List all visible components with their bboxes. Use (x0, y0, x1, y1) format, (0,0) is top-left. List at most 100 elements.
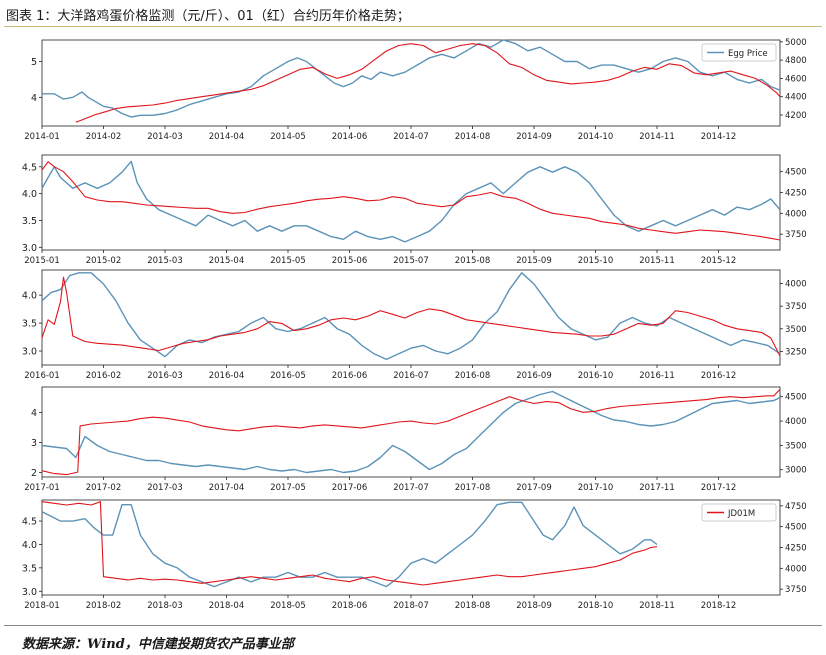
x-tick-label: 2016-01 (24, 371, 60, 381)
x-tick-label: 2016-04 (209, 371, 245, 381)
x-tick-label: 2017-10 (578, 483, 614, 493)
legend-label: Egg Price (728, 49, 768, 59)
left-y-tick-label: 4.0 (22, 291, 37, 302)
x-tick-label: 2014-03 (147, 132, 183, 142)
plot-frame (41, 154, 781, 251)
red-series-line (41, 501, 658, 586)
left-y-tick-label: 4 (31, 93, 37, 104)
left-y-tick-label: 4.0 (22, 189, 37, 200)
right-y-tick-label: 4000 (785, 417, 807, 427)
x-tick-label: 2018-11 (639, 601, 675, 608)
source-note: 数据来源：Wind，中信建投期货农产品事业部 (22, 637, 294, 652)
x-tick-label: 2017-03 (147, 483, 183, 493)
x-tick-label: 2015-02 (86, 256, 122, 266)
x-tick-label: 2016-09 (516, 371, 552, 381)
right-y-tick-label: 3500 (785, 325, 807, 335)
x-tick-label: 2014-05 (270, 132, 306, 142)
x-tick-label: 2015-09 (516, 256, 552, 266)
x-tick-label: 2018-08 (455, 601, 491, 608)
plot-frame (41, 386, 781, 478)
legend-box (701, 503, 777, 522)
x-tick-label: 2015-04 (209, 256, 245, 266)
price-charts: 2014-01 2014-02 2014-03 2014-04 2014-05 2014-… (22, 38, 807, 608)
red-series-line (41, 161, 781, 241)
x-tick-label: 2016-03 (147, 371, 183, 381)
x-tick-label: 2017-08 (455, 483, 491, 493)
plot-frame (41, 39, 781, 127)
legend-label: JD01M (727, 509, 755, 519)
x-tick-label: 2018-09 (516, 601, 552, 608)
blue-series-line (41, 501, 658, 588)
left-y-tick-label: 3.0 (22, 587, 37, 598)
left-y-tick-label: 4 (31, 408, 37, 419)
x-tick-label: 2017-07 (393, 483, 429, 493)
right-y-tick-label: 3500 (785, 441, 807, 451)
left-y-tick-label: 4.5 (22, 162, 37, 173)
left-y-tick-label: 2 (31, 468, 37, 479)
legend: Egg Price (701, 43, 777, 62)
right-y-tick-label: 4250 (785, 189, 807, 199)
legend-box (701, 43, 777, 62)
x-tick-label: 2015-01 (24, 256, 60, 266)
x-tick-label: 2018-03 (147, 601, 183, 608)
left-y-tick-label: 3.0 (22, 243, 37, 254)
x-tick-label: 2017-04 (209, 483, 245, 493)
chart-panel-2018: 2018-01 2018-02 2018-03 2018-04 2018-05 2018-… (22, 499, 807, 608)
x-tick-label: 2016-11 (639, 371, 675, 381)
x-tick-label: 2014-12 (701, 132, 737, 142)
red-series-line (41, 389, 781, 476)
x-tick-label: 2014-01 (24, 132, 60, 142)
x-tick-label: 2018-10 (578, 601, 614, 608)
x-tick-label: 2014-11 (639, 132, 675, 142)
x-tick-label: 2018-07 (393, 601, 429, 608)
blue-series-line (41, 272, 781, 361)
x-tick-label: 2014-04 (209, 132, 245, 142)
left-y-tick-label: 3 (31, 438, 37, 449)
x-tick-label: 2016-10 (578, 371, 614, 381)
right-y-tick-label: 5000 (785, 38, 807, 48)
blue-series-line (41, 160, 781, 243)
x-tick-label: 2017-11 (639, 483, 675, 493)
x-tick-label: 2018-04 (209, 601, 245, 608)
x-tick-label: 2016-02 (86, 371, 122, 381)
chart-panel-2015: 2015-01 2015-02 2015-03 2015-04 2015-05 2015-… (22, 154, 807, 266)
figure-title: 图表 1：大洋路鸡蛋价格监测（元/斤）、01（红）合约历年价格走势； (6, 9, 410, 24)
right-y-tick-label: 3750 (785, 230, 807, 240)
x-tick-label: 2015-10 (578, 256, 614, 266)
x-tick-label: 2017-01 (24, 483, 60, 493)
x-tick-label: 2015-03 (147, 256, 183, 266)
right-y-tick-label: 4600 (785, 74, 807, 84)
left-y-tick-label: 3.5 (22, 319, 37, 330)
x-tick-label: 2018-12 (701, 601, 737, 608)
right-y-tick-label: 4800 (785, 56, 807, 66)
x-tick-label: 2018-06 (332, 601, 368, 608)
x-tick-label: 2014-07 (393, 132, 429, 142)
right-y-tick-label: 4400 (785, 93, 807, 103)
x-tick-label: 2016-07 (393, 371, 429, 381)
x-tick-label: 2018-01 (24, 601, 60, 608)
left-y-tick-label: 4.5 (22, 517, 37, 528)
left-y-tick-label: 3.5 (22, 563, 37, 574)
left-y-tick-label: 3.5 (22, 216, 37, 227)
x-tick-label: 2014-08 (455, 132, 491, 142)
x-tick-label: 2016-08 (455, 371, 491, 381)
right-y-tick-label: 4200 (785, 111, 807, 121)
red-series-line (41, 276, 781, 357)
x-tick-label: 2017-12 (701, 483, 737, 493)
x-tick-label: 2015-07 (393, 256, 429, 266)
legend: JD01M (701, 503, 777, 522)
x-tick-label: 2016-05 (270, 371, 306, 381)
x-tick-label: 2017-09 (516, 483, 552, 493)
right-y-tick-label: 3750 (785, 585, 807, 595)
right-y-tick-label: 4000 (785, 280, 807, 290)
right-y-tick-label: 3750 (785, 302, 807, 312)
chart-panel-2016: 2016-01 2016-02 2016-03 2016-04 2016-05 2016-… (22, 269, 807, 381)
right-y-tick-label: 3000 (785, 466, 807, 476)
chart-panel-2014: 2014-01 2014-02 2014-03 2014-04 2014-05 2014-… (24, 38, 806, 142)
x-tick-label: 2016-12 (701, 371, 737, 381)
right-y-tick-label: 4500 (785, 523, 807, 533)
x-tick-label: 2014-06 (332, 132, 368, 142)
source-rule (4, 625, 822, 626)
right-y-tick-label: 3250 (785, 347, 807, 357)
x-tick-label: 2014-10 (578, 132, 614, 142)
